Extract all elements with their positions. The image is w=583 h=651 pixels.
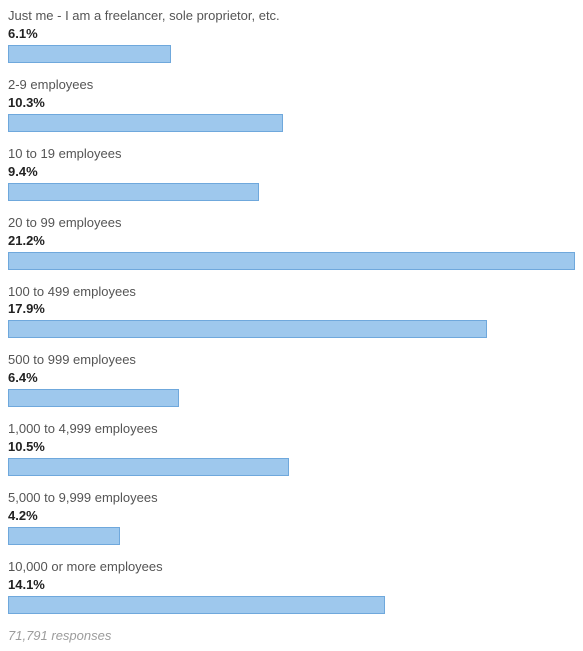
bar-fill [8, 527, 120, 545]
bar-label: 100 to 499 employees [8, 284, 575, 301]
bar-row: 20 to 99 employees21.2% [8, 215, 575, 270]
bar-value: 6.1% [8, 26, 575, 41]
bar-fill [8, 45, 171, 63]
bar-row: 10 to 19 employees9.4% [8, 146, 575, 201]
response-count: 71,791 responses [8, 628, 575, 643]
bar-track [8, 252, 575, 270]
bar-value: 17.9% [8, 301, 575, 316]
bar-label: 5,000 to 9,999 employees [8, 490, 575, 507]
bar-track [8, 114, 575, 132]
bar-track [8, 596, 575, 614]
bar-value: 6.4% [8, 370, 575, 385]
bar-row: 1,000 to 4,999 employees10.5% [8, 421, 575, 476]
bar-value: 10.5% [8, 439, 575, 454]
bar-label: 500 to 999 employees [8, 352, 575, 369]
bar-label: Just me - I am a freelancer, sole propri… [8, 8, 575, 25]
bar-track [8, 458, 575, 476]
bar-fill [8, 596, 385, 614]
bar-label: 20 to 99 employees [8, 215, 575, 232]
bar-row: 10,000 or more employees14.1% [8, 559, 575, 614]
company-size-bar-chart: Just me - I am a freelancer, sole propri… [8, 8, 575, 614]
bar-track [8, 183, 575, 201]
bar-label: 10 to 19 employees [8, 146, 575, 163]
bar-fill [8, 458, 289, 476]
bar-track [8, 45, 575, 63]
bar-fill [8, 114, 283, 132]
bar-row: Just me - I am a freelancer, sole propri… [8, 8, 575, 63]
bar-value: 14.1% [8, 577, 575, 592]
bar-value: 10.3% [8, 95, 575, 110]
bar-label: 10,000 or more employees [8, 559, 575, 576]
bar-track [8, 320, 575, 338]
bar-row: 100 to 499 employees17.9% [8, 284, 575, 339]
bar-value: 4.2% [8, 508, 575, 523]
bar-track [8, 389, 575, 407]
bar-value: 9.4% [8, 164, 575, 179]
bar-label: 2-9 employees [8, 77, 575, 94]
bar-value: 21.2% [8, 233, 575, 248]
bar-row: 500 to 999 employees6.4% [8, 352, 575, 407]
bar-track [8, 527, 575, 545]
bar-fill [8, 252, 575, 270]
bar-label: 1,000 to 4,999 employees [8, 421, 575, 438]
bar-fill [8, 183, 259, 201]
bar-row: 2-9 employees10.3% [8, 77, 575, 132]
bar-fill [8, 389, 179, 407]
bar-row: 5,000 to 9,999 employees4.2% [8, 490, 575, 545]
bar-fill [8, 320, 487, 338]
